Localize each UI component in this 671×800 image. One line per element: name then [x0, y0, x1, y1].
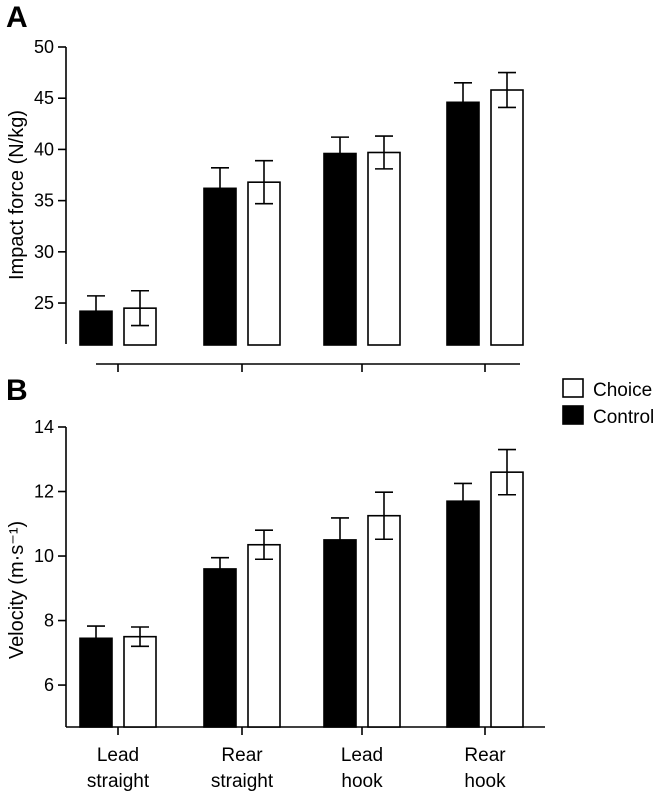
- panel-b-y-tick-label: 8: [44, 611, 54, 631]
- legend-label-choice: Choice: [593, 380, 652, 401]
- panel-a-bar-control-2: [323, 152, 357, 346]
- panel-b-category-label: Lead: [97, 745, 139, 766]
- panel-a-plot-area: 25 30 35 40 45 50: [34, 37, 524, 372]
- panel-a-bar-control-1: [203, 187, 237, 346]
- panel-a-bar-control-3: [446, 101, 480, 346]
- legend-swatch-choice: [562, 378, 584, 398]
- panel-b-bar-choice-1: [247, 543, 281, 728]
- panel-b-bar-control-3: [446, 500, 480, 728]
- panel-a-y-tick-label: 30: [34, 242, 54, 262]
- panel-b-category-label: straight: [87, 771, 150, 792]
- panel-a-bar-choice-1: [247, 181, 281, 346]
- legend-label-control: Control: [593, 407, 654, 428]
- panel-b-bar-control-2: [323, 539, 357, 728]
- panel-b-y-axis-title: Velocity (m·s⁻¹): [6, 521, 28, 659]
- panel-a-letter: A: [6, 1, 28, 34]
- panel-b-category-label: hook: [464, 771, 506, 792]
- panel-a-y-tick-label: 45: [34, 88, 54, 108]
- panel-b-y-tick-label: 10: [34, 546, 54, 566]
- panel-b-plot-area: 6 8 10 12 14 Lead straight Rear straight Lead hook…: [34, 417, 545, 792]
- panel-b-velocity: B Velocity (m·s⁻¹) 6 8 10 12 14 Lead straight R…: [6, 374, 545, 792]
- panel-b-letter: B: [6, 374, 28, 407]
- panel-a-impact-force: A Impact force (N/kg) 25 30 35 40 45 50: [6, 1, 524, 372]
- panel-b-y-tick-label: 14: [34, 417, 54, 437]
- panel-b-bar-choice-3: [490, 471, 524, 728]
- panel-b-category-label: Rear: [464, 745, 506, 766]
- panel-a-bar-choice-3: [490, 89, 524, 346]
- panel-a-bar-choice-2: [367, 151, 401, 346]
- panel-b-bar-control-1: [203, 568, 237, 728]
- panel-b-y-tick-label: 12: [34, 482, 54, 502]
- panel-a-y-tick-label: 40: [34, 139, 54, 159]
- panel-b-bar-control-0: [79, 637, 113, 728]
- panel-a-y-tick-label: 25: [34, 293, 54, 313]
- legend: Choice Control: [562, 378, 654, 428]
- legend-swatch-control: [562, 405, 584, 425]
- panel-b-category-label: straight: [211, 771, 274, 792]
- panel-b-y-tick-label: 6: [44, 675, 54, 695]
- panel-b-bar-choice-0: [123, 635, 157, 728]
- panel-a-y-tick-label: 50: [34, 37, 54, 57]
- panel-a-y-axis-title: Impact force (N/kg): [6, 110, 28, 280]
- panel-a-y-tick-label: 35: [34, 191, 54, 211]
- panel-b-category-label: Lead: [341, 745, 383, 766]
- panel-b-bar-choice-2: [367, 514, 401, 728]
- panel-b-category-label: Rear: [221, 745, 263, 766]
- panel-b-category-label: hook: [341, 771, 383, 792]
